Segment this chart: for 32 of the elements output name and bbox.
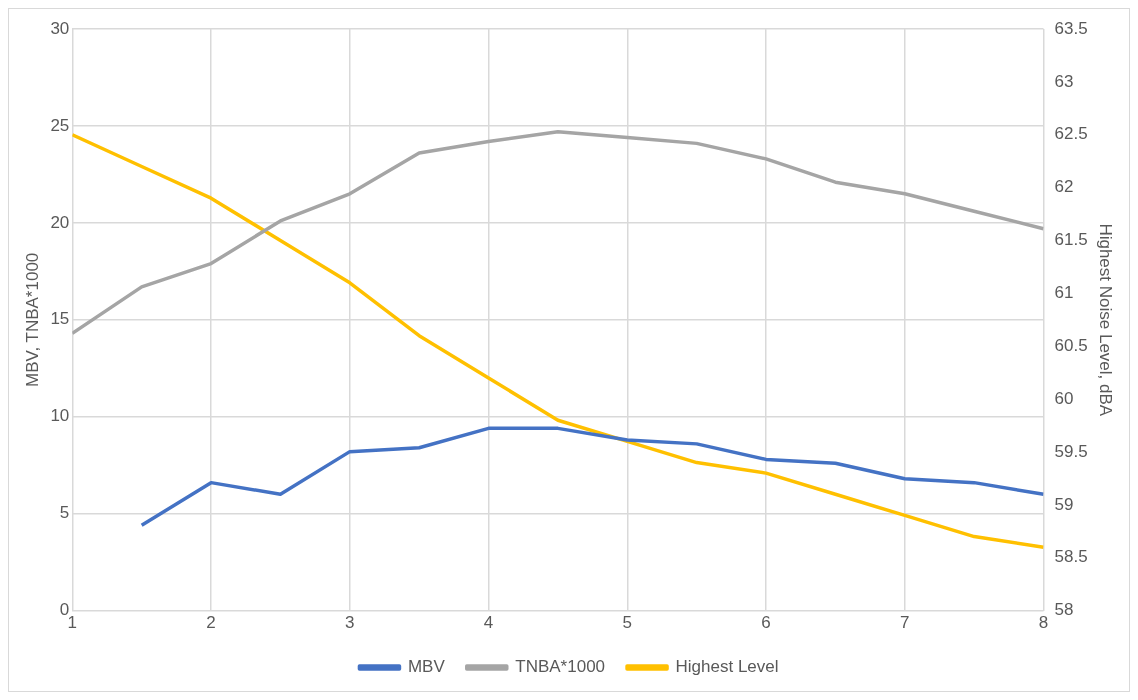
y2-tick-label: 62.5 (1054, 124, 1088, 144)
y-axis-title: MBV, TNBA*1000 (22, 252, 42, 387)
y2-tick-label: 58 (1054, 600, 1074, 620)
y-tick-label: 0 (59, 600, 70, 620)
y-tick-label: 30 (50, 18, 70, 38)
y2-tick-label: 63 (1054, 71, 1074, 91)
y2-tick-label: 63.5 (1054, 18, 1088, 38)
y-tick-label: 25 (50, 115, 70, 135)
y2-tick-label: 61 (1054, 283, 1074, 303)
y2-axis-title: Highest Noise Level, dBA (1096, 223, 1116, 417)
y2-tick-label: 61.5 (1054, 230, 1088, 250)
x-tick-label: 4 (483, 613, 494, 633)
x-tick-label: 5 (622, 613, 633, 633)
y2-tick-label: 58.5 (1054, 547, 1088, 567)
x-tick-label: 8 (1038, 613, 1049, 633)
legend-label: TNBA*1000 (515, 657, 606, 677)
y2-tick-label: 59 (1054, 494, 1074, 514)
x-tick-label: 6 (761, 613, 771, 633)
legend-label: Highest Level (675, 657, 779, 677)
y-tick-label: 15 (50, 309, 70, 329)
y-tick-label: 5 (59, 503, 70, 523)
y2-tick-label: 60.5 (1054, 335, 1088, 355)
y2-tick-label: 60 (1054, 388, 1074, 408)
x-tick-label: 3 (345, 613, 355, 633)
y-tick-label: 20 (50, 212, 70, 232)
x-tick-label: 1 (67, 613, 78, 633)
y2-tick-label: 62 (1054, 177, 1074, 197)
y2-tick-label: 59.5 (1054, 441, 1088, 461)
y-tick-label: 10 (50, 406, 70, 426)
legend-label: MBV (407, 657, 446, 677)
x-tick-label: 7 (900, 613, 910, 633)
x-tick-label: 2 (206, 613, 216, 633)
